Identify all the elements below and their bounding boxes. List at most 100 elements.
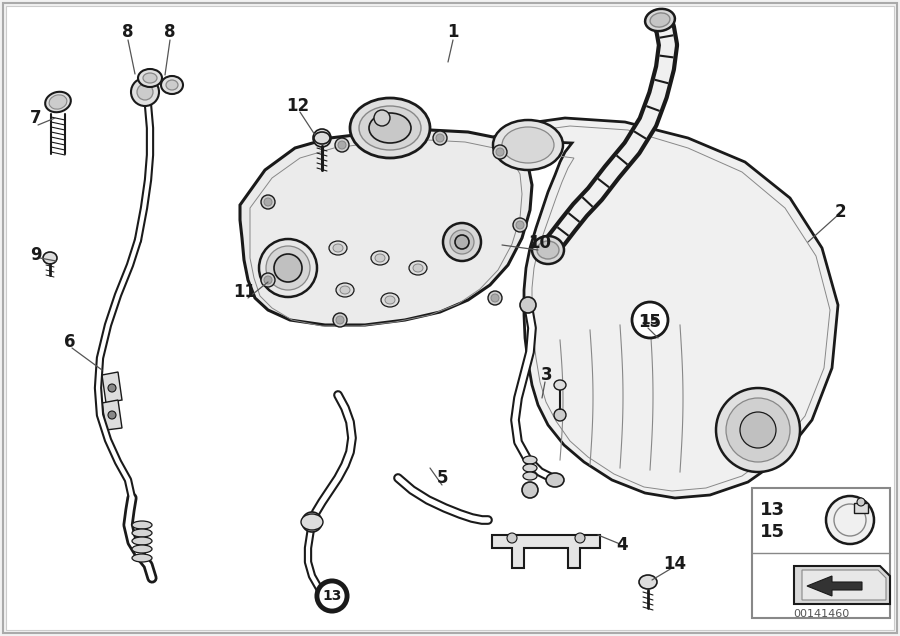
Circle shape: [522, 482, 538, 498]
Text: 1: 1: [447, 23, 459, 41]
Circle shape: [575, 533, 585, 543]
Text: 15: 15: [638, 313, 662, 331]
Ellipse shape: [132, 521, 152, 529]
Text: 13: 13: [322, 589, 342, 603]
Ellipse shape: [639, 575, 657, 589]
Ellipse shape: [381, 293, 399, 307]
Ellipse shape: [340, 286, 350, 294]
Text: 3: 3: [541, 366, 553, 384]
Ellipse shape: [523, 464, 537, 472]
Circle shape: [554, 409, 566, 421]
Circle shape: [261, 195, 275, 209]
Circle shape: [507, 533, 517, 543]
Ellipse shape: [45, 92, 71, 112]
Ellipse shape: [132, 537, 152, 545]
Text: 6: 6: [64, 333, 76, 351]
Ellipse shape: [455, 235, 469, 249]
Text: 8: 8: [122, 23, 134, 41]
Text: 8: 8: [164, 23, 176, 41]
Ellipse shape: [336, 283, 354, 297]
Ellipse shape: [375, 254, 385, 262]
Polygon shape: [485, 118, 838, 498]
Circle shape: [826, 496, 874, 544]
Text: 11: 11: [233, 283, 256, 301]
Ellipse shape: [161, 76, 183, 94]
Circle shape: [131, 78, 159, 106]
Circle shape: [261, 273, 275, 287]
Text: 12: 12: [286, 97, 310, 115]
Ellipse shape: [371, 251, 389, 265]
Circle shape: [333, 313, 347, 327]
Ellipse shape: [132, 554, 152, 562]
Ellipse shape: [43, 252, 57, 264]
Circle shape: [335, 138, 349, 152]
Circle shape: [108, 384, 116, 392]
Ellipse shape: [645, 9, 675, 31]
Ellipse shape: [385, 296, 395, 304]
Circle shape: [632, 302, 668, 338]
Polygon shape: [794, 566, 890, 604]
Circle shape: [491, 294, 499, 302]
Circle shape: [338, 141, 346, 149]
Polygon shape: [240, 130, 532, 325]
Circle shape: [108, 411, 116, 419]
Ellipse shape: [650, 13, 670, 27]
Ellipse shape: [350, 98, 430, 158]
Ellipse shape: [143, 73, 157, 83]
Text: 2: 2: [834, 203, 846, 221]
Circle shape: [318, 582, 346, 610]
Text: 9: 9: [31, 246, 41, 264]
Text: 4: 4: [616, 536, 628, 554]
Circle shape: [302, 512, 322, 532]
Circle shape: [436, 134, 444, 142]
Circle shape: [137, 84, 153, 100]
Ellipse shape: [502, 127, 554, 163]
Text: 7: 7: [31, 109, 41, 127]
Ellipse shape: [523, 456, 537, 464]
Circle shape: [857, 498, 865, 506]
Ellipse shape: [274, 254, 302, 282]
Ellipse shape: [132, 529, 152, 537]
Circle shape: [316, 580, 348, 612]
Polygon shape: [102, 400, 122, 430]
Circle shape: [264, 276, 272, 284]
Text: 15: 15: [760, 523, 785, 541]
Ellipse shape: [333, 244, 343, 252]
Ellipse shape: [369, 113, 411, 143]
Ellipse shape: [523, 472, 537, 480]
Ellipse shape: [450, 230, 474, 254]
Circle shape: [336, 316, 344, 324]
Ellipse shape: [259, 239, 317, 297]
Ellipse shape: [409, 261, 427, 275]
Circle shape: [513, 218, 527, 232]
Circle shape: [374, 110, 390, 126]
Circle shape: [313, 129, 331, 147]
Polygon shape: [807, 576, 862, 596]
Ellipse shape: [642, 576, 654, 588]
Ellipse shape: [532, 236, 564, 264]
Ellipse shape: [166, 80, 178, 90]
Ellipse shape: [132, 545, 152, 553]
Ellipse shape: [493, 120, 563, 170]
Circle shape: [726, 398, 790, 462]
Ellipse shape: [314, 132, 330, 144]
Circle shape: [493, 145, 507, 159]
Circle shape: [264, 198, 272, 206]
Circle shape: [488, 291, 502, 305]
Bar: [752, 488, 890, 618]
Text: 13: 13: [322, 589, 342, 603]
Polygon shape: [492, 535, 600, 568]
Bar: [854, 503, 868, 513]
Ellipse shape: [554, 380, 566, 390]
Ellipse shape: [537, 241, 559, 259]
Circle shape: [496, 148, 504, 156]
Text: 15: 15: [640, 313, 660, 327]
Ellipse shape: [138, 69, 162, 87]
Circle shape: [520, 297, 536, 313]
Ellipse shape: [266, 246, 310, 290]
Text: 5: 5: [437, 469, 449, 487]
Circle shape: [716, 388, 800, 472]
Ellipse shape: [301, 514, 323, 530]
Text: 14: 14: [663, 555, 687, 573]
Circle shape: [740, 412, 776, 448]
